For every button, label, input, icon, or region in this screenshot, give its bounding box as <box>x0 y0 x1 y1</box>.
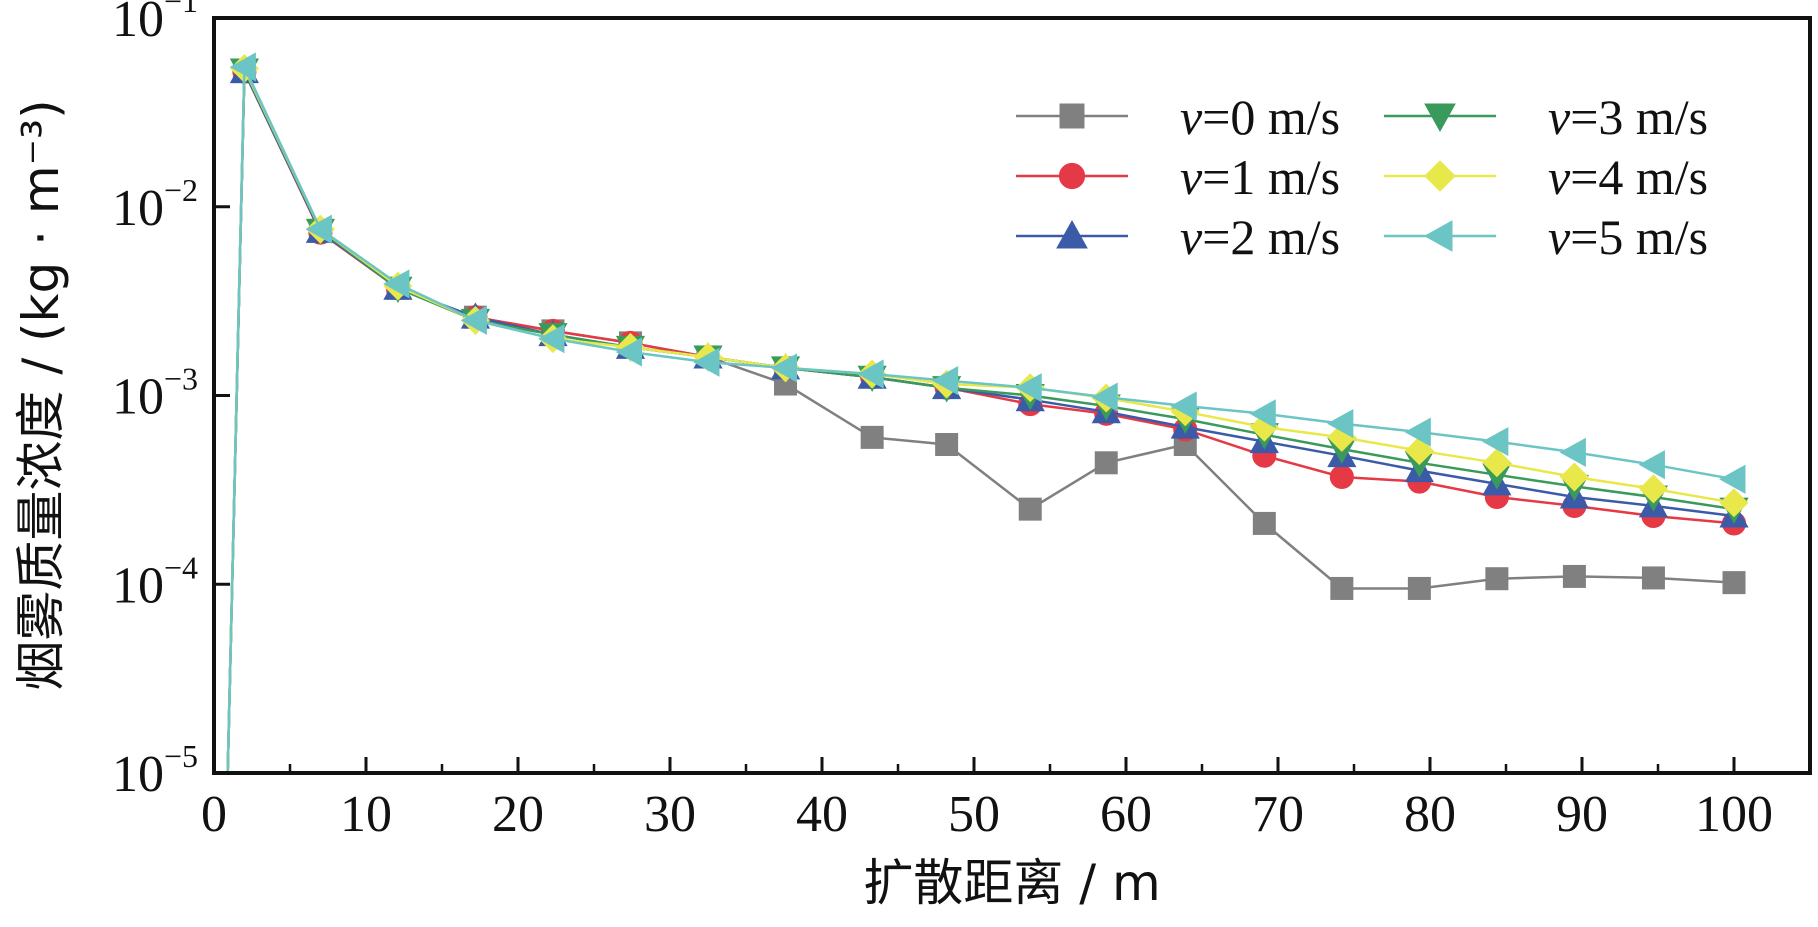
legend-item: v=4 m/s <box>1384 149 1708 205</box>
x-tick-label: 90 <box>1556 786 1608 843</box>
legend-item: v=5 m/s <box>1384 209 1708 265</box>
legend-marker <box>1058 162 1086 190</box>
data-point <box>229 52 256 82</box>
series-line-3 <box>226 69 1735 773</box>
x-tick-label: 10 <box>340 786 392 843</box>
data-point <box>1407 576 1431 600</box>
series-line-1 <box>226 71 1735 773</box>
y-tick-label: 10−5 <box>112 738 198 803</box>
legend-item: v=0 m/s <box>1016 89 1340 145</box>
x-tick-label: 20 <box>492 786 544 843</box>
x-tick-label: 0 <box>201 786 227 843</box>
data-point <box>1719 464 1746 494</box>
data-point <box>1094 451 1118 475</box>
data-point <box>305 214 332 244</box>
data-point <box>1719 488 1749 518</box>
data-point <box>935 433 959 457</box>
data-point <box>1091 382 1118 412</box>
x-tick-label: 30 <box>644 786 696 843</box>
y-tick-label: 10−4 <box>112 549 198 614</box>
legend-marker <box>1423 220 1453 252</box>
legend-label: v=3 m/s <box>1548 89 1708 145</box>
x-axis-title: 扩散距离 / m <box>863 854 1160 912</box>
y-axis-title: 烟雾质量浓度 / (kg · m⁻³) <box>12 99 70 690</box>
legend-label: v=5 m/s <box>1548 209 1708 265</box>
series-0 <box>226 60 1746 773</box>
series-line-5 <box>226 66 1735 773</box>
data-point <box>615 337 642 367</box>
data-point <box>1482 426 1509 457</box>
legend-marker <box>1056 219 1088 249</box>
y-tick-label: 10−2 <box>112 172 198 237</box>
data-point <box>1018 497 1042 521</box>
data-point <box>1638 474 1668 504</box>
data-point <box>770 353 798 383</box>
legend-marker <box>1424 160 1456 192</box>
data-point <box>383 269 410 299</box>
x-tick-label: 80 <box>1404 786 1456 843</box>
series-3 <box>226 58 1749 773</box>
legend-item: v=1 m/s <box>1016 149 1340 205</box>
legend-label: v=4 m/s <box>1548 149 1708 205</box>
legend-label: v=0 m/s <box>1180 89 1340 145</box>
x-tick-label: 40 <box>796 786 848 843</box>
data-point <box>1015 373 1042 403</box>
data-point <box>1485 567 1509 591</box>
series-4 <box>226 54 1749 773</box>
legend-label: v=1 m/s <box>1180 149 1340 205</box>
data-point <box>1559 462 1589 492</box>
y-tick-label: 10−1 <box>112 0 198 48</box>
data-point <box>857 359 884 389</box>
legend-label: v=2 m/s <box>1180 209 1340 265</box>
data-point <box>1404 417 1431 447</box>
data-point <box>538 324 565 354</box>
data-point <box>1638 450 1665 480</box>
series-1 <box>226 59 1747 773</box>
legend-marker <box>1059 103 1085 129</box>
data-point <box>860 425 884 449</box>
series-2 <box>226 56 1749 773</box>
legend-item: v=3 m/s <box>1384 89 1708 145</box>
data-point <box>1562 564 1586 588</box>
data-point <box>1641 566 1665 590</box>
data-point <box>931 365 959 396</box>
data-point <box>1249 399 1276 429</box>
x-tick-label: 100 <box>1695 786 1773 843</box>
series-line-2 <box>226 71 1735 773</box>
legend-item: v=2 m/s <box>1016 209 1340 265</box>
data-point <box>1559 437 1586 467</box>
legend: v=0 m/sv=1 m/sv=2 m/s v=3 m/sv=4 m/sv=5 m… <box>1016 89 1708 265</box>
data-point <box>1170 391 1197 421</box>
y-axis: 10−5 10−4 10−3 10−2 10−1 <box>112 0 230 803</box>
data-point <box>693 347 720 377</box>
data-point <box>1252 511 1276 535</box>
y-tick-label: 10−3 <box>112 361 198 426</box>
series-layer <box>226 52 1749 773</box>
series-line-4 <box>226 67 1735 773</box>
data-point <box>1722 571 1746 595</box>
data-point <box>1327 408 1354 439</box>
data-point <box>1482 448 1512 478</box>
data-point <box>460 305 487 335</box>
x-tick-label: 50 <box>948 786 1000 843</box>
x-axis: 0 10 20 30 40 50 60 70 80 90 100 <box>201 757 1773 843</box>
data-point <box>1329 464 1354 490</box>
series-line-0 <box>226 71 1735 773</box>
x-tick-label: 60 <box>1100 786 1152 843</box>
series-5 <box>226 52 1746 773</box>
legend-marker <box>1424 103 1456 133</box>
x-tick-label: 70 <box>1252 786 1304 843</box>
data-point <box>1330 576 1354 600</box>
